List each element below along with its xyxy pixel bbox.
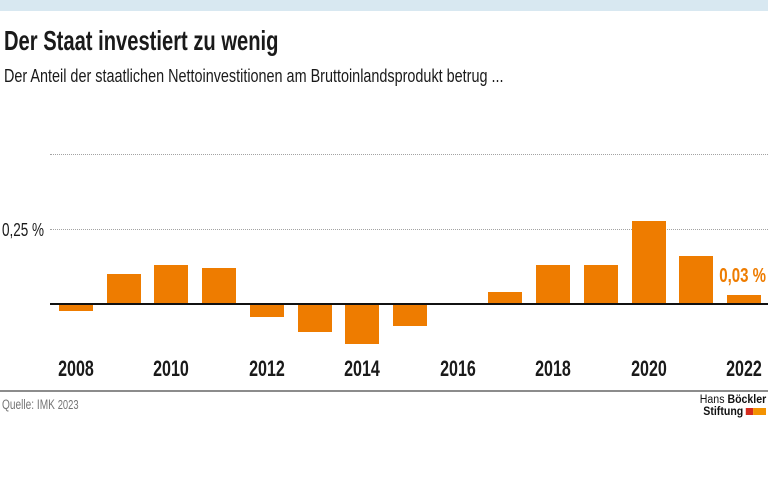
- bar-2008: [59, 305, 93, 311]
- value-annotation-2022: 0,03 %: [719, 265, 766, 287]
- bar-2019: [584, 265, 618, 304]
- bar-2010: [154, 265, 188, 304]
- x-tick-2020: 2020: [631, 356, 667, 381]
- x-tick-2012: 2012: [249, 356, 285, 381]
- source-year: 2023: [57, 398, 79, 412]
- footer-divider: [0, 390, 768, 392]
- x-tick-2010: 2010: [153, 356, 189, 381]
- chart-title: Der Staat investiert zu wenig: [4, 25, 279, 56]
- bar-2009: [107, 274, 141, 304]
- x-axis-zero-line: [50, 303, 768, 305]
- hbs-logo-boeckler: Böckler: [727, 394, 766, 406]
- bar-2017: [488, 292, 522, 304]
- x-tick-2022: 2022: [726, 356, 762, 381]
- x-tick-2018: 2018: [535, 356, 571, 381]
- hbs-logo-stiftung: Stiftung: [703, 405, 743, 418]
- bar-2020: [632, 221, 666, 304]
- bar-2012: [250, 305, 284, 317]
- x-tick-2014: 2014: [344, 356, 380, 381]
- chart-subtitle: Der Anteil der staatlichen Nettoinvestit…: [4, 66, 504, 86]
- top-accent-bar: [0, 0, 768, 11]
- bar-2022: [727, 295, 761, 304]
- gridline-0.25: [50, 228, 768, 230]
- hbs-logo-mark-orange: [753, 407, 766, 415]
- hbs-logo-hans: Hans: [699, 394, 725, 406]
- bar-2018: [536, 265, 570, 304]
- hbs-logo-mark-red: [745, 407, 754, 415]
- x-tick-2008: 2008: [58, 356, 94, 381]
- gridline-0.5: [50, 154, 768, 155]
- bar-2011: [202, 268, 236, 304]
- hbs-logo-line2: Stiftung: [700, 405, 766, 419]
- bar-2015: [393, 305, 427, 326]
- bar-2014: [345, 305, 379, 344]
- bar-2013: [298, 305, 332, 332]
- source-label: Quelle: IMK: [2, 397, 55, 412]
- y-axis-label: 0,25 %: [2, 219, 45, 240]
- hbs-logo-mark-icon: [745, 407, 766, 415]
- source-note: Quelle: IMK 2023: [2, 396, 79, 414]
- x-tick-2016: 2016: [440, 356, 476, 381]
- hbs-logo: Hans Böckler Stiftung: [699, 394, 766, 419]
- bar-2021: [679, 256, 713, 304]
- hbs-logo-line1: Hans Böckler: [699, 394, 766, 407]
